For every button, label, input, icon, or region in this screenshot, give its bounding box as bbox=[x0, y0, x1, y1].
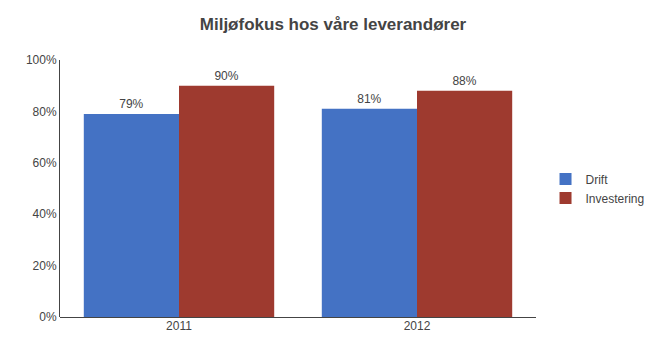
svg-text:88%: 88% bbox=[452, 74, 476, 88]
svg-text:60%: 60% bbox=[33, 156, 57, 170]
svg-text:100%: 100% bbox=[26, 53, 57, 67]
svg-text:2012: 2012 bbox=[404, 319, 431, 333]
svg-text:2011: 2011 bbox=[166, 319, 192, 333]
svg-text:Drift: Drift bbox=[586, 173, 609, 187]
svg-text:Miljøfokus hos våre leverandør: Miljøfokus hos våre leverandører bbox=[200, 15, 467, 34]
svg-text:20%: 20% bbox=[33, 259, 57, 273]
svg-text:80%: 80% bbox=[33, 105, 57, 119]
svg-text:81%: 81% bbox=[357, 92, 381, 106]
svg-text:90%: 90% bbox=[214, 69, 238, 83]
svg-text:Investering: Investering bbox=[586, 192, 645, 206]
svg-text:40%: 40% bbox=[33, 207, 57, 221]
svg-text:0%: 0% bbox=[39, 310, 57, 324]
svg-text:79%: 79% bbox=[119, 97, 143, 111]
